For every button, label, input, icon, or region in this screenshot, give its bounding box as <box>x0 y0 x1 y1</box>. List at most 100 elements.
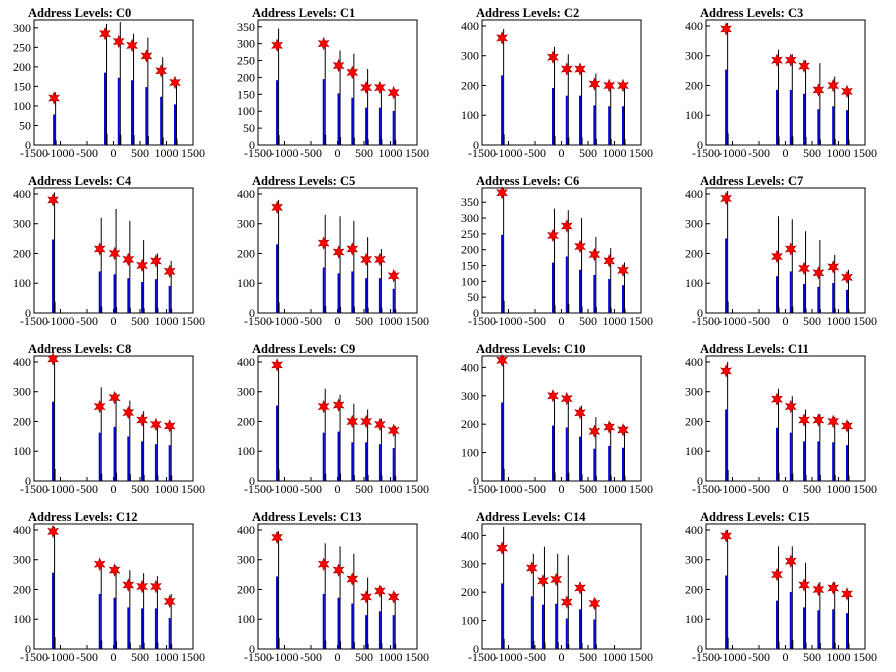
plot-frame <box>481 523 642 650</box>
histogram-bar <box>555 603 558 649</box>
star-marker <box>560 219 573 233</box>
y-tick-label: 300 <box>685 385 703 399</box>
x-tick-label: 1500 <box>181 146 205 160</box>
histogram-bar <box>337 597 340 649</box>
x-tick-label: -1500 <box>692 482 720 496</box>
y-tick-label: 0 <box>25 642 31 656</box>
histogram-bar <box>725 409 728 481</box>
plot-frame <box>481 355 642 482</box>
x-tick-label: 1000 <box>603 482 627 496</box>
y-tick-label: 300 <box>461 389 479 403</box>
star-marker <box>387 423 400 438</box>
histogram-bar <box>579 269 582 313</box>
chart-panel-c5: Address Levels: C5 0 100 200 300 400 -1500-100… <box>237 174 429 328</box>
star-marker <box>93 399 106 414</box>
histogram-bar <box>351 271 354 313</box>
histogram-bar <box>127 436 130 481</box>
star-marker <box>547 50 559 65</box>
star-marker <box>122 252 135 267</box>
star-marker <box>771 392 783 407</box>
star-marker <box>812 582 825 597</box>
histogram-bar <box>173 104 176 145</box>
histogram-bar <box>168 285 171 313</box>
star-marker <box>332 245 345 259</box>
histogram-bar <box>579 609 582 649</box>
y-tick-label: 0 <box>249 474 255 488</box>
chart-panel-c3: Address Levels: C3 0 100 200 300 400 -1500-100… <box>685 6 877 160</box>
histogram-bar <box>98 432 101 481</box>
y-tick-label: 0 <box>473 138 479 152</box>
y-tick-label: 100 <box>461 614 479 628</box>
x-tick-label: 1500 <box>629 650 653 664</box>
star-marker <box>373 252 386 267</box>
x-tick-label: -1500 <box>244 146 272 160</box>
plot-frame <box>705 355 866 482</box>
y-tick-label: 200 <box>461 585 479 599</box>
star-marker <box>827 78 840 93</box>
star-marker <box>332 58 345 73</box>
x-tick-label: 1500 <box>853 482 877 496</box>
y-tick-label: 100 <box>685 612 703 626</box>
histogram-bar <box>276 405 279 481</box>
histogram-bar <box>621 447 624 481</box>
x-tick-label: 500 <box>803 650 821 664</box>
y-tick-label: 200 <box>13 246 31 260</box>
histogram-bar <box>593 274 596 313</box>
histogram-bar <box>365 278 368 313</box>
y-tick-label: 400 <box>13 187 31 201</box>
star-marker <box>317 399 330 414</box>
histogram-bar <box>113 597 116 649</box>
histogram-bar <box>98 593 101 649</box>
x-tick-label: 1000 <box>827 482 851 496</box>
y-tick-label: 400 <box>685 187 703 201</box>
histogram-bar <box>530 596 533 649</box>
plot-frame <box>705 19 866 146</box>
histogram-bar <box>98 271 101 313</box>
x-tick-label: 0 <box>559 482 565 496</box>
histogram-bar <box>552 425 555 481</box>
chart-panel-c6: Address Levels: C6050100150200250300350-… <box>461 174 653 328</box>
star-marker <box>720 529 733 543</box>
y-tick-label: 100 <box>237 444 255 458</box>
star-marker <box>771 53 783 68</box>
y-tick-label: 300 <box>461 557 479 571</box>
y-tick-label: 100 <box>13 444 31 458</box>
x-tick-label: 500 <box>579 146 597 160</box>
x-tick-label: 0 <box>559 146 565 160</box>
chart-panel-c14: Address Levels: C14 0 100 200 300 400 -1500-10… <box>461 510 653 664</box>
x-tick-label: 1500 <box>405 314 429 328</box>
star-marker <box>798 413 810 427</box>
x-tick-label: -1000 <box>271 650 299 664</box>
star-marker <box>588 596 601 611</box>
chart-title: Address Levels: C1 <box>252 6 355 20</box>
x-tick-label: 1500 <box>853 314 877 328</box>
star-marker <box>617 423 629 437</box>
y-tick-label: 0 <box>697 138 703 152</box>
y-tick-label: 200 <box>237 582 255 596</box>
chart-panel-c8: Address Levels: C8 0 100 200 300 400 -1500-100… <box>13 342 205 496</box>
x-tick-label: -1500 <box>244 650 272 664</box>
histogram-bar <box>501 234 504 313</box>
histogram-bar <box>608 279 611 313</box>
star-marker <box>373 584 386 598</box>
star-marker <box>136 258 149 273</box>
histogram-bar <box>154 608 157 649</box>
histogram-bar <box>579 95 582 145</box>
star-marker <box>317 236 330 250</box>
star-marker <box>574 581 586 595</box>
chart-title: Address Levels: C4 <box>28 174 132 188</box>
histogram-bar <box>378 278 381 313</box>
star-marker <box>360 590 373 604</box>
chart-panel-c11: Address Levels: C11 0 100 200 300 400 -1500-10… <box>685 342 877 496</box>
y-tick-label: 0 <box>25 138 31 152</box>
y-tick-label: 350 <box>237 20 255 34</box>
y-tick-label: 0 <box>697 642 703 656</box>
star-marker <box>360 414 373 429</box>
y-tick-label: 100 <box>237 276 255 290</box>
histogram-bar <box>337 431 340 481</box>
star-marker <box>271 530 284 545</box>
y-tick-label: 200 <box>685 78 703 92</box>
y-tick-label: 200 <box>237 70 255 84</box>
y-tick-label: 100 <box>461 108 479 122</box>
x-tick-label: -1000 <box>719 146 747 160</box>
